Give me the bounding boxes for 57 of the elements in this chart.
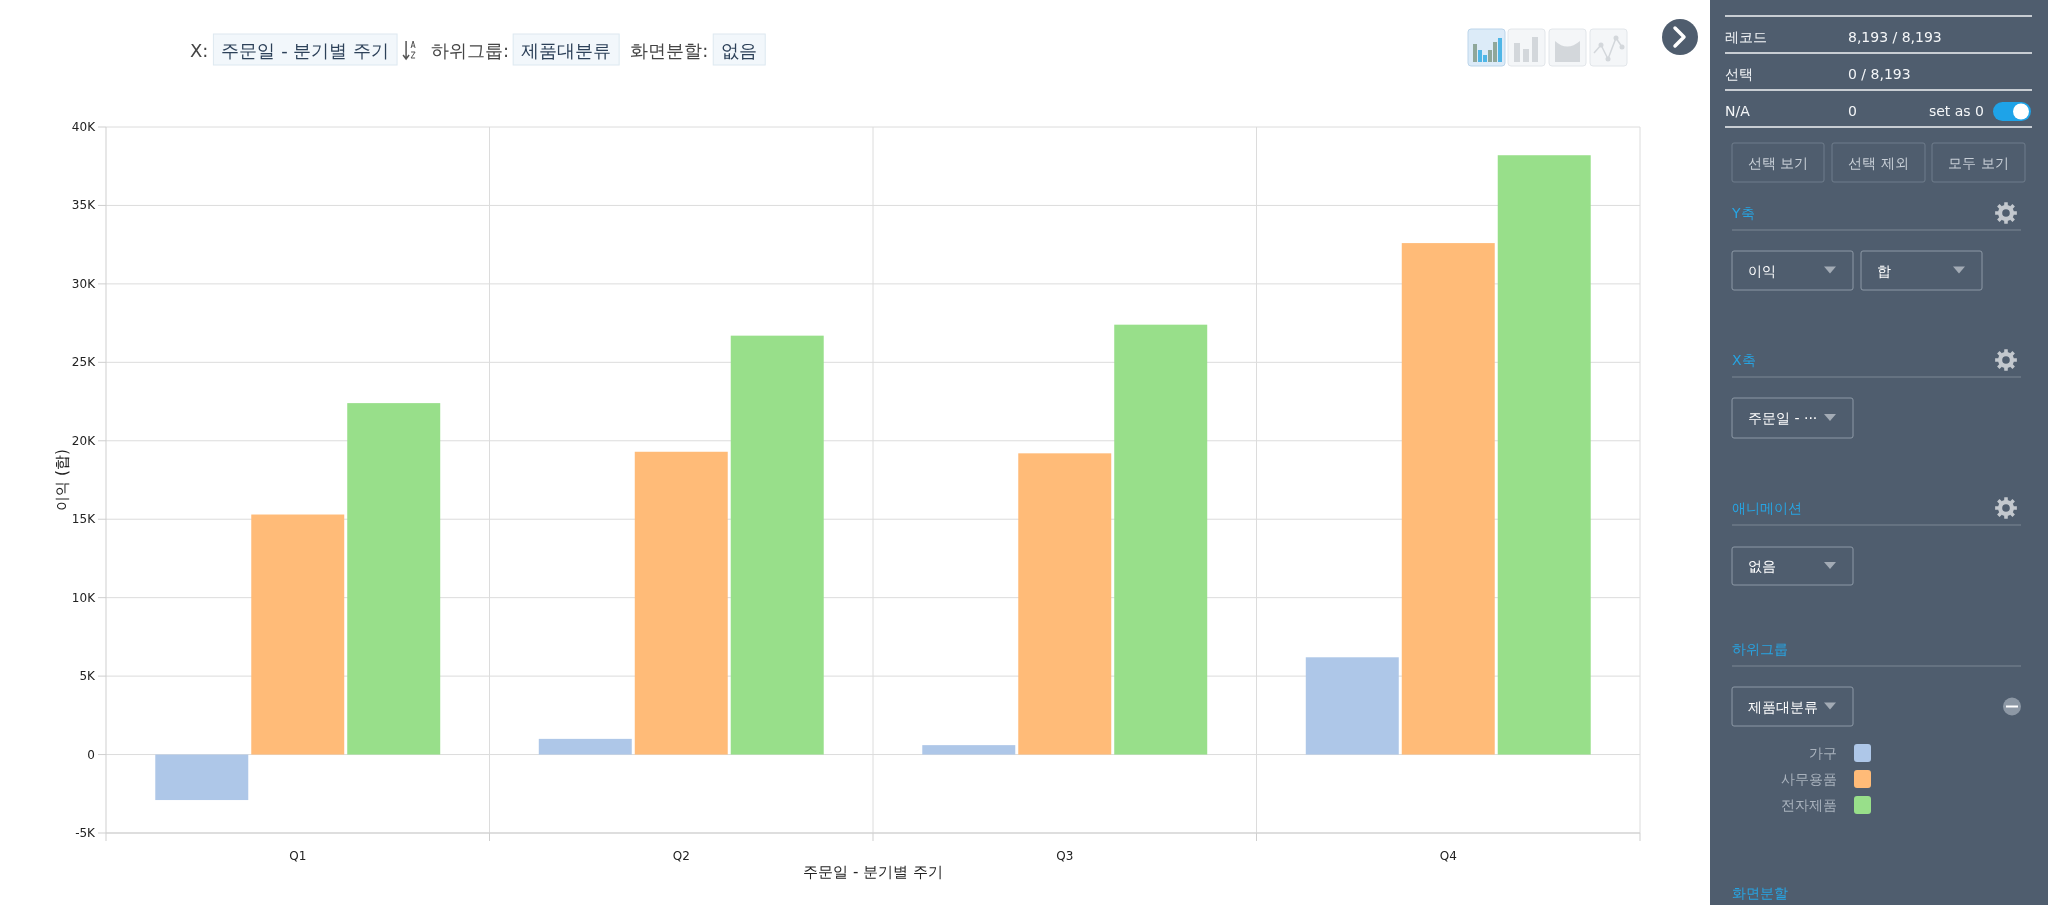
x-tick-label: Q4: [1439, 849, 1457, 863]
text: 화면분할: [1732, 885, 1788, 901]
y-tick-label: 25K: [71, 355, 97, 370]
y-tick-label: -5K: [75, 826, 97, 840]
y-tick-label: 10K: [71, 590, 97, 605]
x-tick-label: Q2: [672, 849, 690, 863]
text: 제품대분류: [1748, 698, 1818, 715]
x-tick-label: Q1: [289, 849, 307, 863]
legend-label: 가구: [1809, 745, 1837, 761]
text: 선택 보기: [1747, 154, 1809, 171]
text: 이익: [1748, 262, 1776, 279]
y-tick-label: 15K: [71, 512, 97, 527]
y-tick-label: 5K: [79, 669, 97, 684]
text: Y축: [1731, 205, 1755, 221]
bar: [251, 514, 345, 755]
y-tick-label: 20K: [71, 433, 97, 448]
bar: [634, 451, 728, 755]
text: 화면분할:: [630, 39, 709, 61]
y-axis-title: 이익 (합): [53, 449, 71, 511]
text: 레코드: [1725, 29, 1767, 45]
bar: [730, 335, 824, 755]
x-axis-title: 주문일 - 분기별 주기: [803, 863, 943, 881]
text: 주문일 - ···: [1748, 410, 1818, 426]
bar: [1018, 453, 1112, 755]
text: 없음: [1748, 558, 1776, 574]
text: 0: [1848, 103, 1857, 119]
bar: [347, 403, 441, 755]
text: 합: [1877, 262, 1891, 279]
x-tick-label: Q3: [1056, 849, 1074, 863]
legend-label: 사무용품: [1781, 771, 1837, 787]
legend-title: 하위그룹: [1732, 641, 1788, 657]
text: N/A: [1725, 103, 1751, 119]
text: 제품대분류: [521, 39, 612, 61]
bar: [155, 754, 249, 801]
text: set as 0: [1928, 103, 1984, 119]
y-tick-label: 30K: [71, 276, 97, 291]
bar: [922, 745, 1016, 755]
text: 0 / 8,193: [1848, 66, 1911, 82]
y-tick-label: 35K: [71, 198, 97, 213]
text: 8,193 / 8,193: [1848, 29, 1942, 45]
text: 선택 제외: [1848, 154, 1909, 171]
text: 하위그룹:: [431, 39, 510, 61]
y-tick-label: 40K: [71, 120, 97, 134]
text: X:: [190, 39, 209, 61]
text: 애니메이션: [1732, 500, 1802, 516]
text: 선택: [1725, 66, 1753, 82]
bar: [1401, 243, 1495, 755]
bar: [1497, 155, 1591, 755]
bar: [538, 738, 632, 755]
text: X축: [1732, 352, 1756, 368]
legend-label: 전자제품: [1781, 797, 1837, 813]
text: 주문일 - 분기별 주기: [221, 39, 390, 61]
bar: [1114, 324, 1208, 755]
y-tick-label: 0: [87, 747, 95, 762]
text: 없음: [721, 39, 758, 61]
text: 모두 보기: [1948, 154, 2009, 171]
bar: [1305, 657, 1399, 755]
